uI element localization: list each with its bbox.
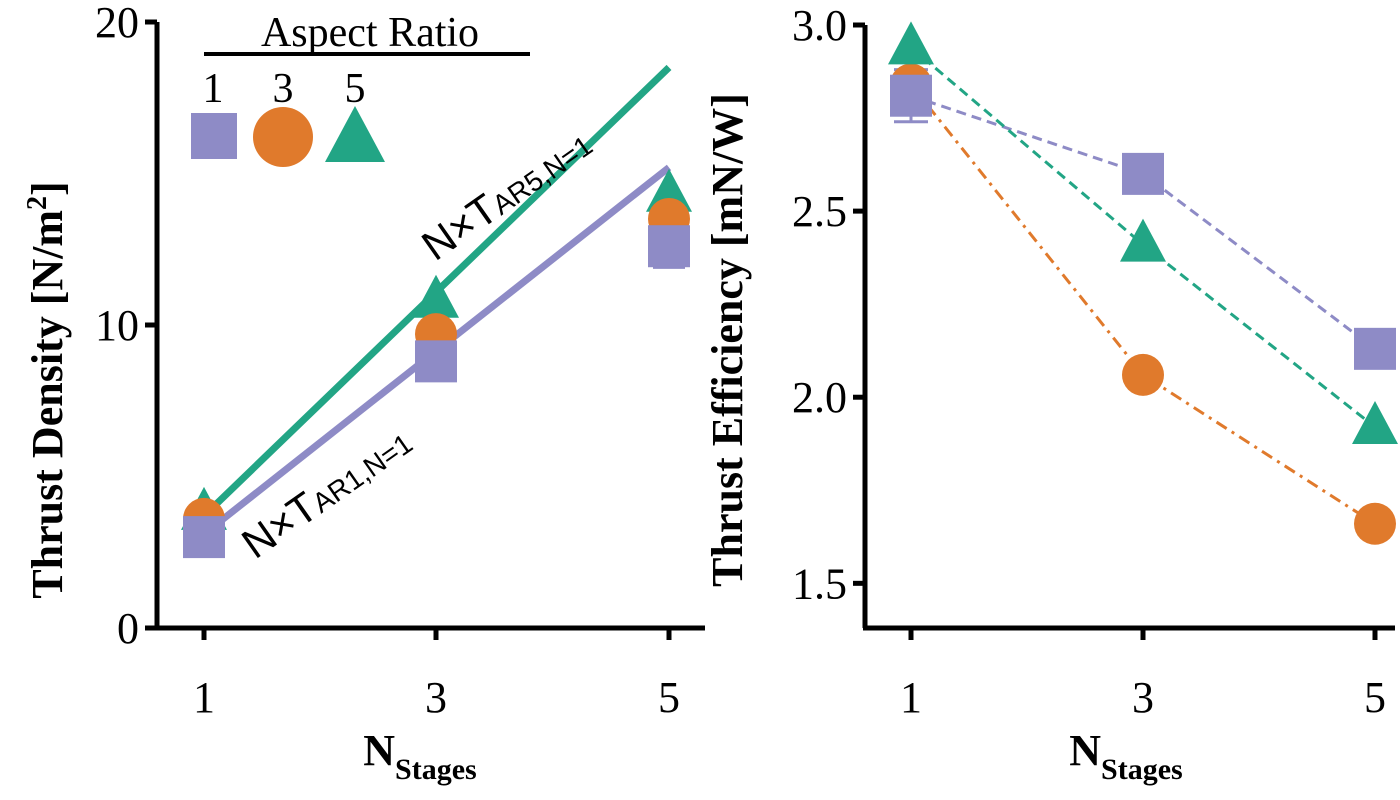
y-tick-label-density: 20 (95, 0, 139, 47)
point-efficiency-ar1-n1 (890, 74, 932, 117)
point-efficiency-ar5-n3 (1120, 218, 1166, 262)
legend-label-ar3: 3 (273, 66, 294, 112)
point-density-ar1-n3 (415, 340, 457, 383)
point-density-ar1-n5 (648, 225, 690, 268)
legend-square-marker (191, 113, 237, 159)
legend-label-ar5: 5 (345, 66, 366, 112)
x-tick-label-efficiency: 3 (1132, 673, 1154, 722)
series-line-ar3 (909, 83, 1376, 526)
point-efficiency-ar3-n3 (1122, 353, 1164, 396)
x-tick-label-density: 1 (193, 673, 215, 722)
legend-label-ar1: 1 (203, 66, 224, 112)
y-tick-label-efficiency: 1.5 (792, 559, 847, 608)
legend-title: Aspect Ratio (261, 10, 479, 56)
point-density-ar5-n5 (646, 168, 692, 212)
x-tick-label-density: 5 (658, 673, 680, 722)
y-axis-label-density: Thrust Density [N/m2] (22, 181, 72, 598)
point-density-ar5-n3 (413, 274, 459, 318)
x-tick-label-density: 3 (425, 673, 447, 722)
point-efficiency-ar5-n5 (1352, 401, 1398, 444)
point-efficiency-ar3-n5 (1354, 502, 1396, 545)
y-tick-label-efficiency: 3.0 (792, 1, 847, 50)
point-density-ar1-n1 (183, 516, 225, 559)
x-tick-label-efficiency: 1 (900, 673, 922, 722)
point-efficiency-ar1-n5 (1354, 327, 1396, 370)
y-tick-label-density: 10 (95, 301, 139, 350)
legend: Aspect Ratio 1 3 5 (191, 10, 530, 167)
x-tick-label-efficiency: 5 (1364, 673, 1386, 722)
y-tick-label-density: 0 (117, 604, 139, 653)
x-axis-label-efficiency: NStages (1069, 726, 1182, 786)
x-axis-label-density: NStages (363, 726, 476, 786)
point-efficiency-ar5-n1 (888, 21, 934, 65)
y-tick-label-efficiency: 2.5 (792, 187, 847, 236)
legend-circle-marker (253, 107, 313, 167)
y-tick-label-efficiency: 2.0 (792, 373, 847, 422)
thrust-efficiency-panel: Thrust Efficiency [mN/W] NStages 1.5 2.0 2… (703, 1, 1398, 786)
legend-triangle-marker (325, 106, 385, 162)
y-axis-label-efficiency: Thrust Efficiency [mN/W] (703, 93, 752, 587)
point-efficiency-ar1-n3 (1122, 152, 1164, 195)
